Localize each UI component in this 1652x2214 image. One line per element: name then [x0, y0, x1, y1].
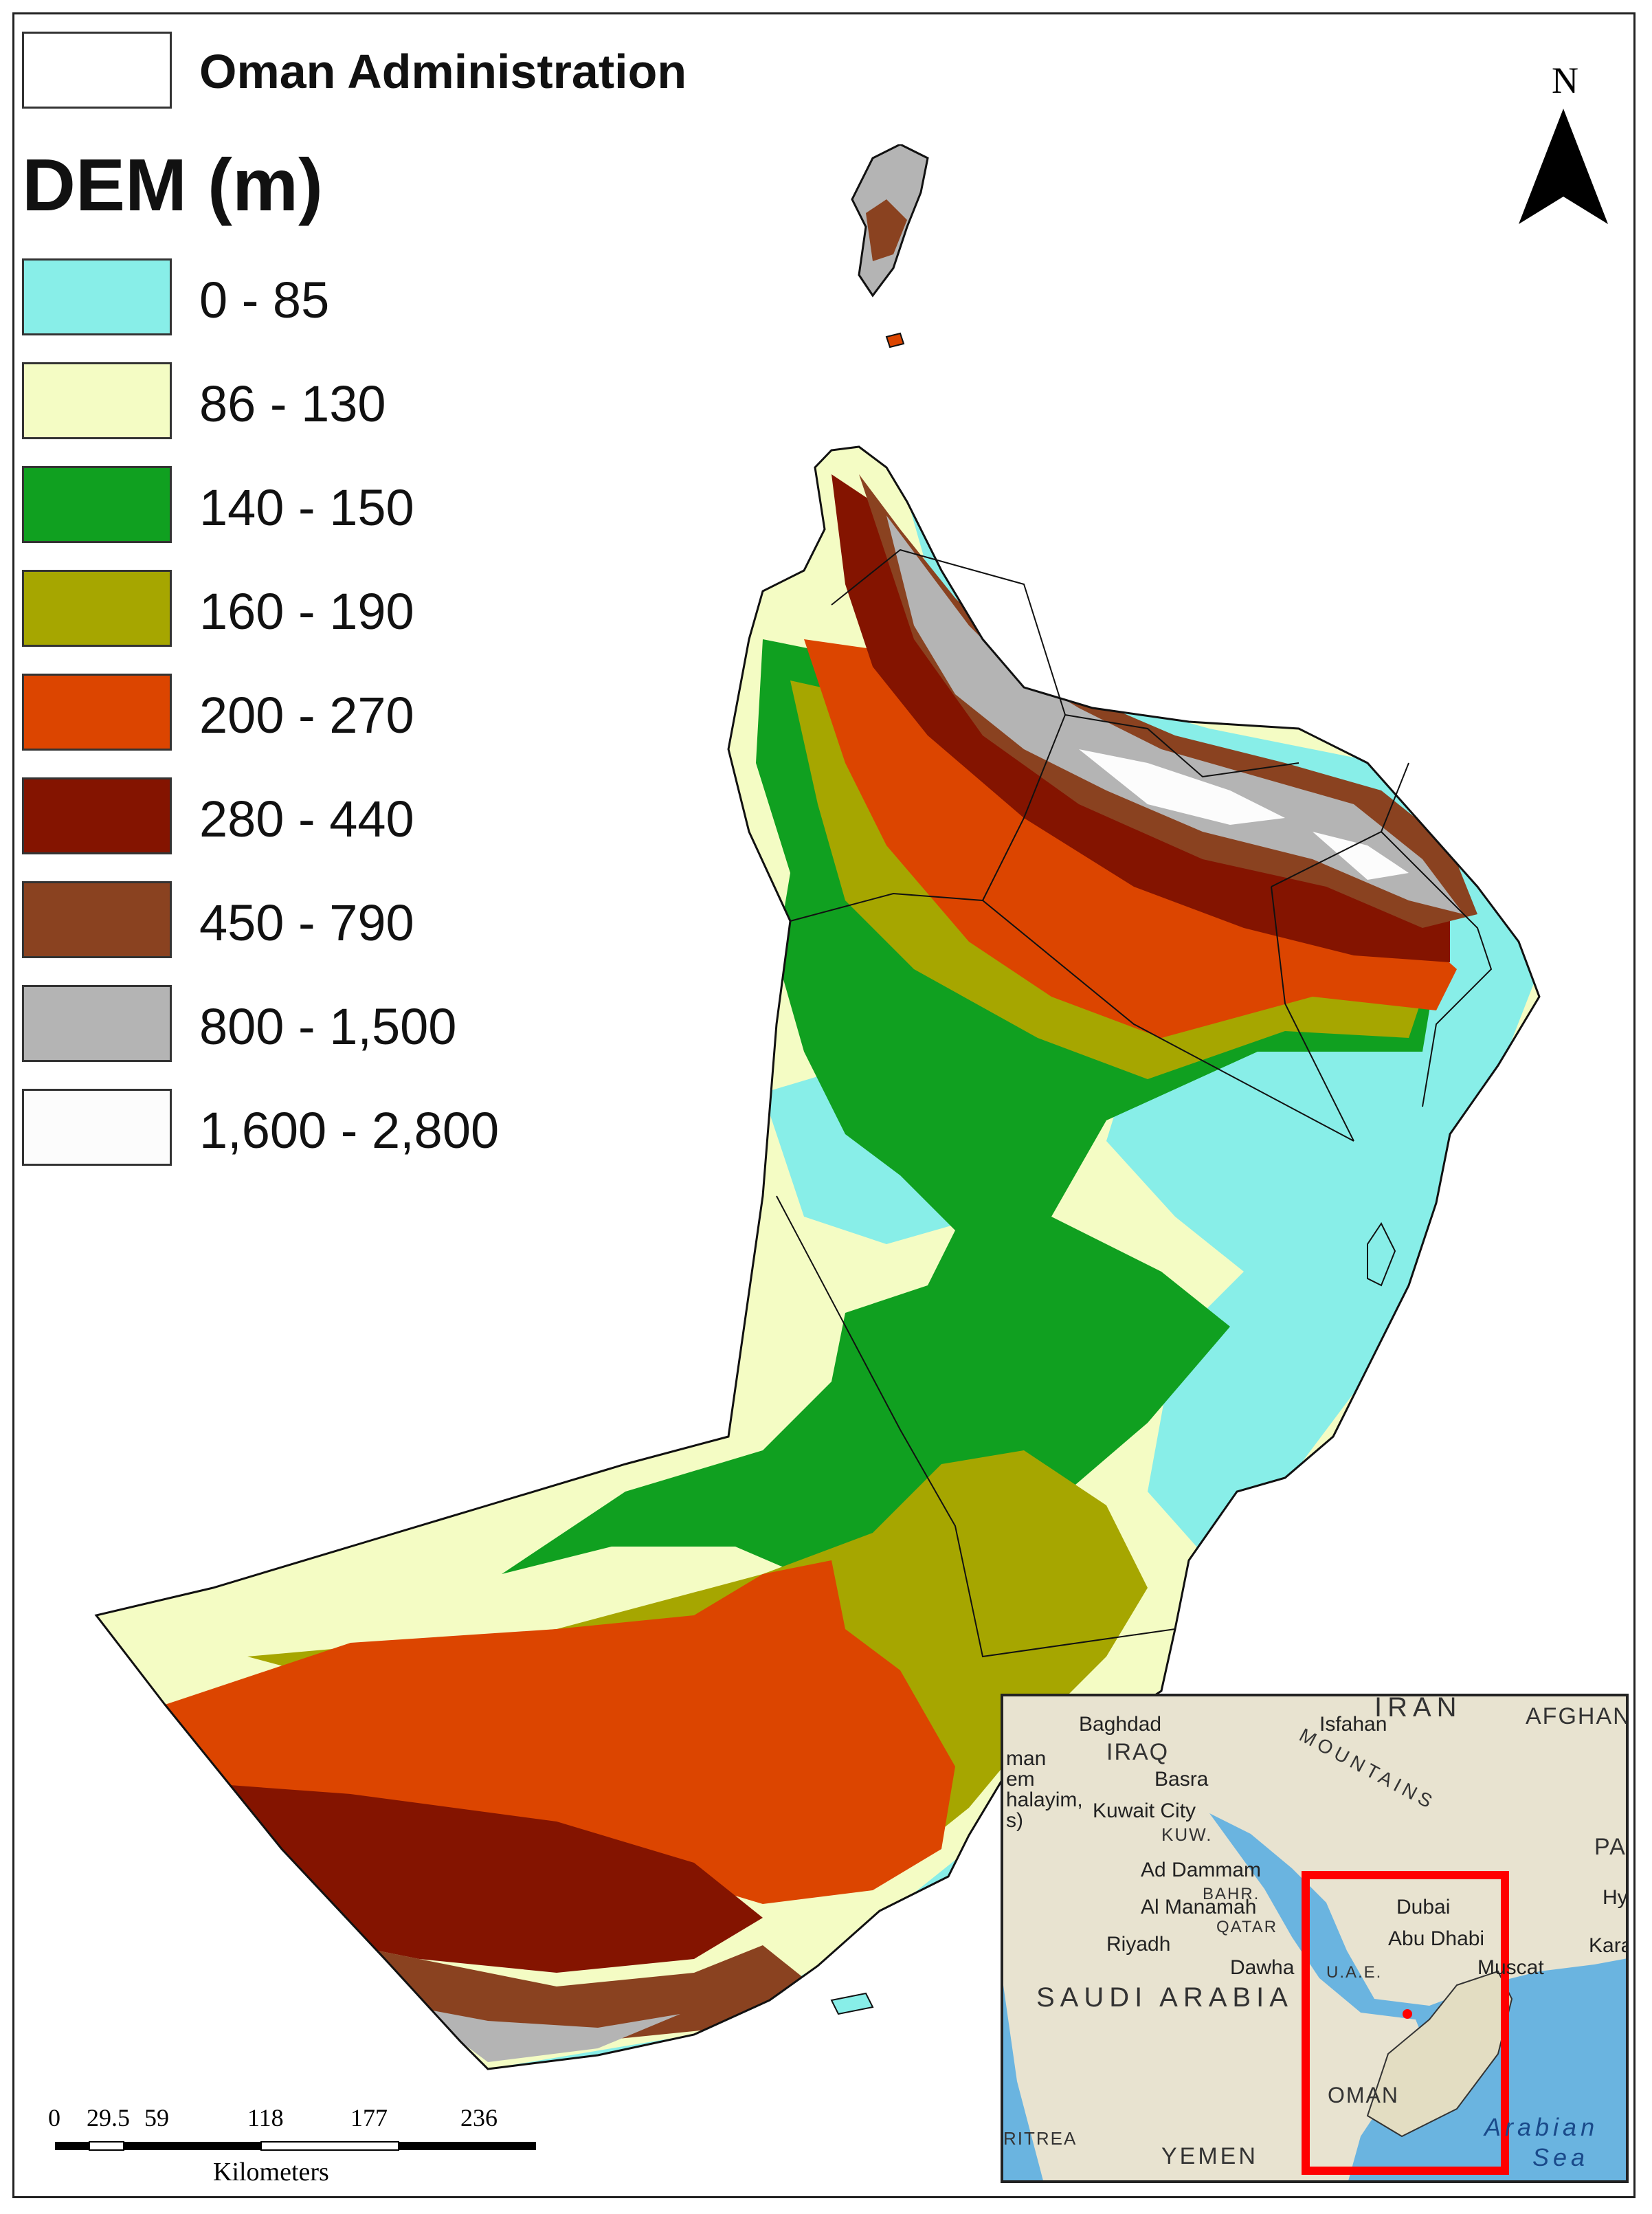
legend-swatch [22, 1089, 172, 1166]
country-eritrea: RITREA [1003, 2128, 1078, 2149]
north-letter: N [1552, 60, 1578, 101]
city-kuwait: Kuwait City [1093, 1800, 1196, 1822]
legend-class-label: 86 - 130 [199, 375, 386, 432]
legend-swatch [22, 258, 172, 335]
city-em-partial: em [1006, 1768, 1035, 1791]
city-riyadh: Riyadh [1106, 1933, 1171, 1956]
country-afghan: AFGHAN [1526, 1703, 1629, 1729]
legend-swatch [22, 777, 172, 854]
scale-bar: 0 29.5 59 118 177 236 Kilometers [48, 2103, 536, 2193]
admin-label: Oman Administration [199, 45, 687, 98]
city-basra: Basra [1154, 1768, 1209, 1791]
city-muscat: Muscat [1477, 1956, 1544, 1979]
dem-title: DEM (m) [22, 143, 323, 226]
city-s-partial: s) [1006, 1809, 1023, 1832]
feature-arabian: Arabian [1484, 2113, 1599, 2141]
scale-tick-label: 118 [247, 2104, 284, 2132]
city-dubai: Dubai [1396, 1896, 1451, 1918]
inset-basemap [1003, 1696, 1626, 2180]
city-baghdad: Baghdad [1079, 1713, 1162, 1736]
feature-sea: Sea [1532, 2143, 1589, 2171]
legend-swatch [22, 362, 172, 439]
legend-class-label: 160 - 190 [199, 583, 414, 640]
country-oman: OMAN [1328, 2083, 1399, 2107]
city-hy: Hy [1603, 1886, 1628, 1909]
legend-class-label: 200 - 270 [199, 687, 414, 744]
country-iraq: IRAQ [1106, 1739, 1170, 1765]
scale-tick-label: 0 [48, 2104, 60, 2132]
scale-tick-label: 29.5 [87, 2104, 130, 2132]
north-arrow-icon [1519, 109, 1608, 224]
scale-bar-graphic [55, 2141, 536, 2151]
admin-swatch [22, 32, 172, 109]
scale-tick-label: 59 [144, 2104, 169, 2132]
legend-swatch [22, 570, 172, 647]
country-pak: PAK [1594, 1834, 1627, 1860]
legend-class-label: 0 - 85 [199, 272, 330, 329]
map-frame [12, 12, 1636, 2198]
scale-tick-label: 177 [350, 2104, 388, 2132]
city-kara: Kara [1589, 1934, 1629, 1957]
locator-inset: Baghdad Isfahan IRAN AFGHAN IRAQ Basra K… [1001, 1694, 1629, 2183]
city-manamah: Al Manamah [1141, 1896, 1257, 1918]
country-uae: U.A.E. [1326, 1963, 1383, 1982]
legend-class-label: 450 - 790 [199, 894, 414, 951]
country-saudi-arabia: SAUDI ARABIA [1036, 1982, 1293, 2013]
country-qatar: QATAR [1216, 1918, 1278, 1936]
dem-map [94, 144, 1541, 2070]
legend-swatch [22, 674, 172, 751]
country-bahr: BAHR. [1203, 1885, 1260, 1903]
country-iran: IRAN [1374, 1694, 1462, 1723]
country-yemen: YEMEN [1161, 2143, 1258, 2169]
country-kuw: KUW. [1161, 1824, 1213, 1845]
legend-swatch [22, 985, 172, 1062]
legend-class-label: 140 - 150 [199, 479, 414, 536]
scale-unit: Kilometers [213, 2158, 329, 2187]
city-dawha: Dawha [1230, 1956, 1295, 1979]
city-abu-dhabi: Abu Dhabi [1388, 1927, 1485, 1950]
city-man-partial: man [1006, 1747, 1047, 1770]
legend-class-label: 280 - 440 [199, 790, 414, 848]
legend-swatch [22, 881, 172, 958]
legend-class-label: 1,600 - 2,800 [199, 1102, 500, 1159]
scale-tick-label: 236 [460, 2104, 498, 2132]
legend-swatch [22, 466, 172, 543]
city-dammam: Ad Dammam [1141, 1859, 1262, 1881]
city-isfahan: Isfahan [1319, 1713, 1387, 1736]
city-halayim-partial: halayim, [1006, 1789, 1083, 1811]
legend-class-label: 800 - 1,500 [199, 998, 457, 1055]
